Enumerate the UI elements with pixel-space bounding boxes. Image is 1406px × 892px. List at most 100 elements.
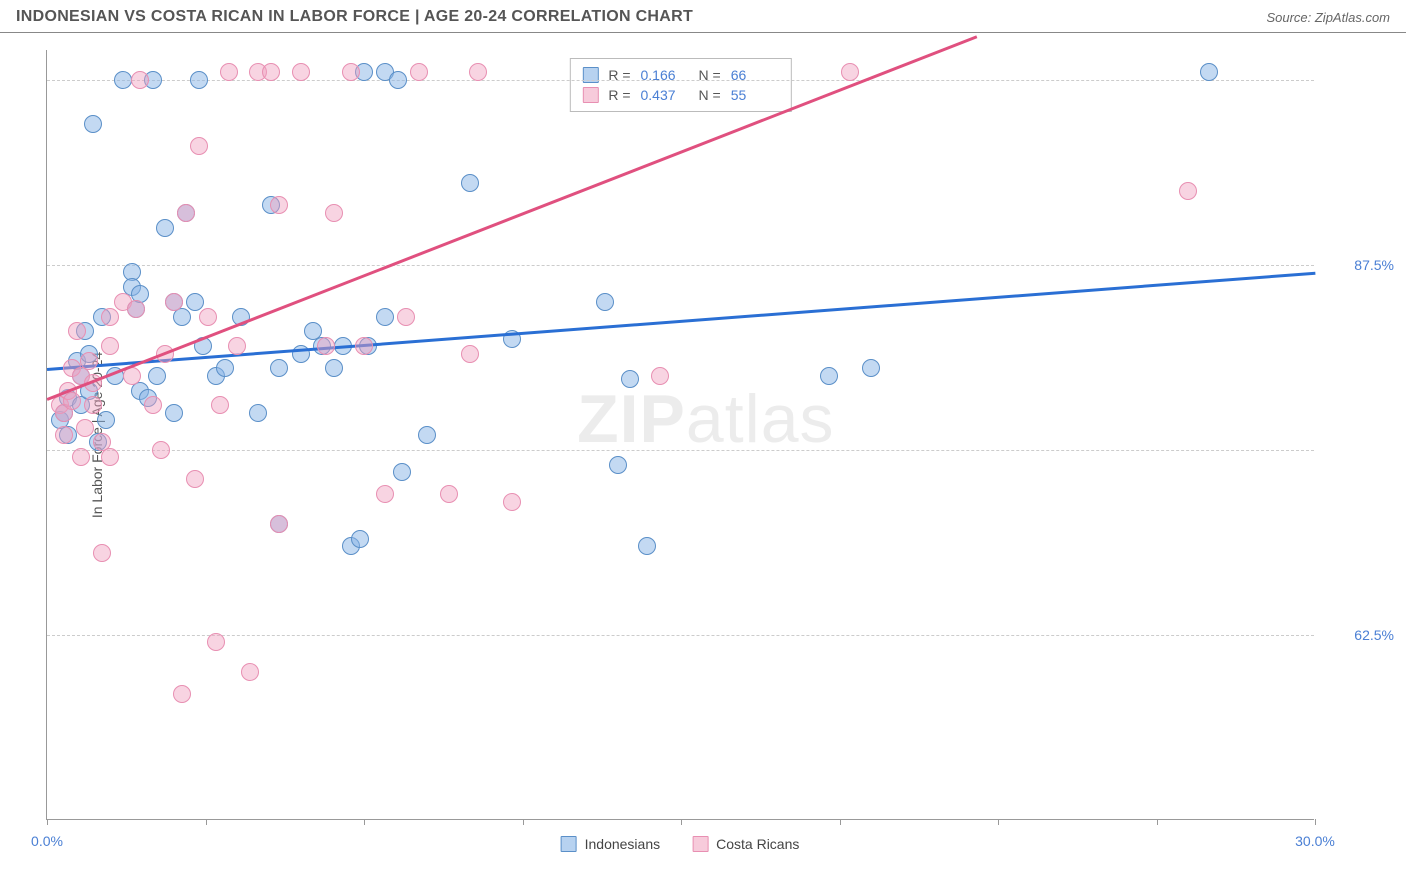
watermark: ZIPatlas	[577, 380, 834, 458]
data-point	[101, 448, 119, 466]
data-point	[376, 308, 394, 326]
data-point	[127, 300, 145, 318]
x-tick	[1157, 819, 1158, 825]
legend-swatch	[561, 836, 577, 852]
data-point	[101, 308, 119, 326]
data-point	[317, 337, 335, 355]
gridline	[47, 80, 1314, 81]
data-point	[325, 359, 343, 377]
data-point	[207, 633, 225, 651]
data-point	[220, 63, 238, 81]
data-point	[270, 515, 288, 533]
data-point	[186, 470, 204, 488]
x-tick	[681, 819, 682, 825]
data-point	[165, 293, 183, 311]
stats-row: R = 0.437 N = 55	[582, 85, 778, 105]
data-point	[101, 337, 119, 355]
data-point	[177, 204, 195, 222]
data-point	[270, 359, 288, 377]
scatter-chart: In Labor Force | Age 20-24 ZIPatlas R = …	[46, 50, 1314, 820]
data-point	[144, 396, 162, 414]
data-point	[156, 219, 174, 237]
data-point	[503, 493, 521, 511]
x-tick	[523, 819, 524, 825]
data-point	[418, 426, 436, 444]
gridline	[47, 635, 1314, 636]
data-point	[841, 63, 859, 81]
header: INDONESIAN VS COSTA RICAN IN LABOR FORCE…	[0, 0, 1406, 33]
data-point	[638, 537, 656, 555]
stats-box: R = 0.166N = 66 R = 0.437 N = 55	[569, 58, 791, 112]
data-point	[80, 352, 98, 370]
gridline	[47, 450, 1314, 451]
r-value: 0.437	[641, 87, 689, 103]
data-point	[68, 322, 86, 340]
data-point	[165, 404, 183, 422]
legend-label: Costa Ricans	[716, 836, 799, 852]
data-point	[97, 411, 115, 429]
y-tick-label: 62.5%	[1324, 627, 1394, 643]
legend-swatch	[692, 836, 708, 852]
data-point	[376, 485, 394, 503]
data-point	[389, 71, 407, 89]
data-point	[262, 63, 280, 81]
x-tick	[364, 819, 365, 825]
data-point	[63, 392, 81, 410]
data-point	[609, 456, 627, 474]
r-label: R =	[608, 87, 630, 103]
data-point	[410, 63, 428, 81]
data-point	[862, 359, 880, 377]
data-point	[292, 63, 310, 81]
data-point	[393, 463, 411, 481]
data-point	[72, 448, 90, 466]
source-label: Source: ZipAtlas.com	[1266, 10, 1390, 25]
data-point	[342, 63, 360, 81]
x-tick	[840, 819, 841, 825]
data-point	[351, 530, 369, 548]
data-point	[216, 359, 234, 377]
legend-label: Indonesians	[585, 836, 661, 852]
data-point	[249, 404, 267, 422]
data-point	[1179, 182, 1197, 200]
x-tick-label: 0.0%	[31, 833, 63, 849]
data-point	[114, 71, 132, 89]
n-value: 55	[731, 87, 779, 103]
data-point	[1200, 63, 1218, 81]
data-point	[186, 293, 204, 311]
data-point	[397, 308, 415, 326]
chart-title: INDONESIAN VS COSTA RICAN IN LABOR FORCE…	[16, 8, 693, 26]
data-point	[461, 345, 479, 363]
data-point	[596, 293, 614, 311]
data-point	[440, 485, 458, 503]
data-point	[469, 63, 487, 81]
data-point	[228, 337, 246, 355]
data-point	[190, 71, 208, 89]
legend-swatch	[582, 87, 598, 103]
data-point	[621, 370, 639, 388]
data-point	[199, 308, 217, 326]
plot-area: ZIPatlas R = 0.166N = 66R = 0.437N = 55 …	[46, 50, 1314, 820]
legend-item: Costa Ricans	[692, 836, 799, 852]
stats-row: R = 0.166N = 66	[582, 65, 778, 85]
data-point	[152, 441, 170, 459]
x-tick	[47, 819, 48, 825]
data-point	[651, 367, 669, 385]
data-point	[84, 115, 102, 133]
x-tick	[206, 819, 207, 825]
data-point	[241, 663, 259, 681]
data-point	[76, 419, 94, 437]
n-label: N =	[699, 87, 721, 103]
data-point	[173, 685, 191, 703]
data-point	[270, 196, 288, 214]
gridline	[47, 265, 1314, 266]
data-point	[461, 174, 479, 192]
x-tick-label: 30.0%	[1295, 833, 1335, 849]
data-point	[148, 367, 166, 385]
data-point	[131, 71, 149, 89]
x-tick	[998, 819, 999, 825]
data-point	[820, 367, 838, 385]
data-point	[93, 544, 111, 562]
data-point	[190, 137, 208, 155]
x-tick	[1315, 819, 1316, 825]
legend: Indonesians Costa Ricans	[561, 836, 800, 852]
